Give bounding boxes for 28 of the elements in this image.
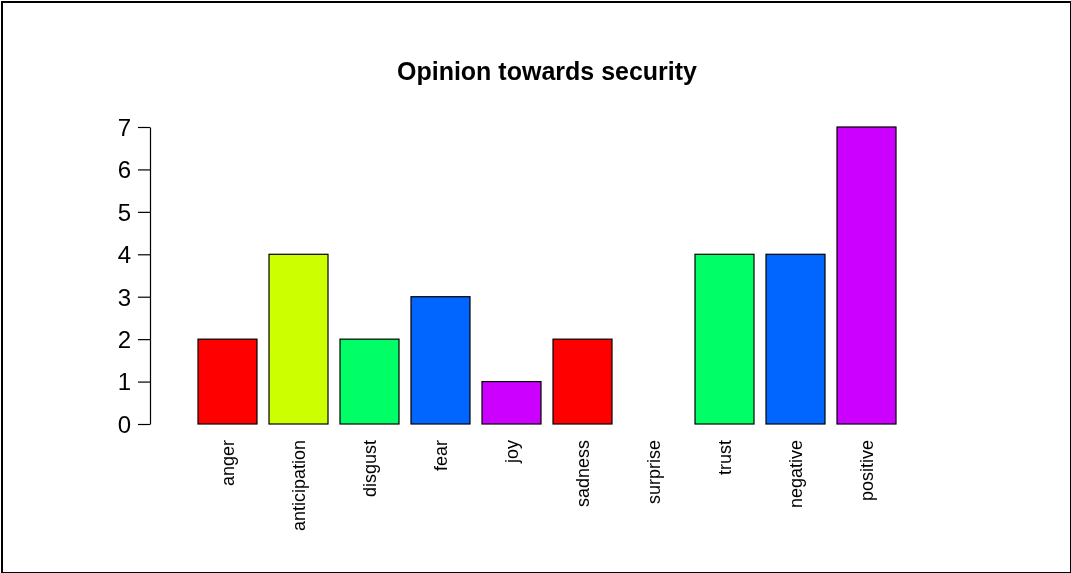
bar	[694, 253, 755, 425]
x-tick-label: anger	[217, 440, 238, 487]
bar	[197, 338, 258, 425]
bar	[268, 253, 329, 425]
x-tick-label: surprise	[643, 440, 664, 505]
bar	[765, 253, 826, 425]
bar	[410, 296, 471, 425]
x-tick-label: fear	[430, 440, 451, 472]
chart-title: Opinion towards security	[396, 57, 698, 85]
x-tick-label: negative	[785, 440, 806, 509]
x-tick-label: sadness	[572, 440, 593, 508]
x-tick-label: anticipation	[288, 440, 309, 532]
x-tick-label: joy	[501, 440, 522, 465]
bar	[339, 338, 400, 425]
y-tick-label: 2	[117, 326, 131, 354]
bar	[836, 126, 897, 425]
y-tick-label: 1	[117, 368, 131, 396]
y-tick-label: 6	[117, 156, 131, 184]
y-tick-label: 0	[117, 410, 131, 438]
bar	[552, 338, 613, 425]
bar	[481, 380, 542, 425]
y-tick-label: 3	[117, 283, 131, 311]
x-tick-label: disgust	[359, 440, 380, 498]
y-tick-label: 4	[117, 241, 131, 269]
x-tick-label: trust	[714, 440, 735, 476]
x-tick-label: positive	[856, 440, 877, 502]
y-tick-label: 7	[117, 113, 131, 141]
y-tick-label: 5	[117, 198, 131, 226]
